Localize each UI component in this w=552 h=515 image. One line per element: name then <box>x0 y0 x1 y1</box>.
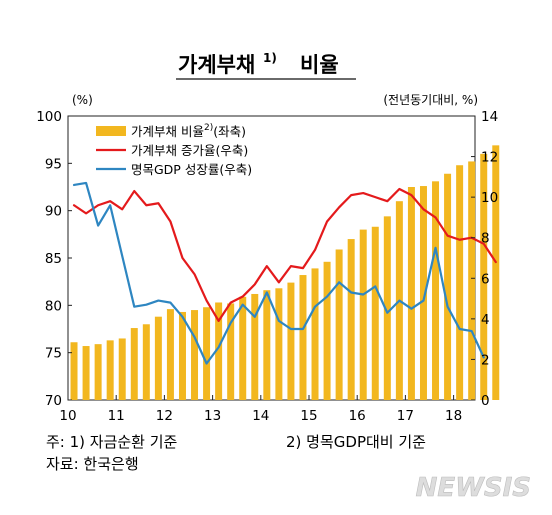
bar <box>215 302 223 400</box>
legend-label: 가계부채 증가율(우축) <box>131 143 248 158</box>
bar <box>419 186 427 400</box>
bar <box>287 282 295 400</box>
bar <box>299 275 307 400</box>
chart-title-main: 가계부채 <box>178 53 255 77</box>
bar <box>480 153 488 400</box>
bar <box>118 338 126 400</box>
bar <box>275 288 283 400</box>
x-axis-tick-label: 12 <box>156 408 173 424</box>
footnote-gdp-basis: 2) 명목GDP대비 기준 <box>286 433 426 451</box>
bar <box>94 344 102 400</box>
bar <box>251 293 259 400</box>
bar <box>203 307 211 400</box>
bar <box>444 173 452 400</box>
x-axis-tick-label: 11 <box>108 408 125 424</box>
x-axis-tick-label: 14 <box>252 408 269 424</box>
bar <box>492 145 500 400</box>
bar <box>130 328 138 400</box>
x-axis-tick-label: 16 <box>349 408 366 424</box>
right-axis-tick-label: 8 <box>481 231 490 247</box>
x-axis-tick-label: 13 <box>204 408 221 424</box>
bar <box>227 303 235 400</box>
left-axis-tick-label: 70 <box>45 393 62 409</box>
bar <box>263 290 271 400</box>
right-axis-tick-label: 12 <box>481 150 498 166</box>
legend-label: 명목GDP 성장률(우축) <box>131 162 252 177</box>
legend-axis-note: (우축) <box>215 143 248 158</box>
bar <box>407 187 415 400</box>
series-line <box>72 187 497 322</box>
left-axis-tick-label: 90 <box>45 204 62 220</box>
legend-axis-note: (좌축) <box>213 124 246 139</box>
legend: 가계부채 비율2)(좌축)가계부채 증가율(우축)명목GDP 성장률(우축) <box>96 123 252 177</box>
bar <box>335 249 343 400</box>
legend-series-name: 가계부채 증가율 <box>131 143 215 158</box>
x-axis-tick-label: 17 <box>397 408 414 424</box>
bar <box>371 226 379 400</box>
legend-superscript: 2) <box>204 123 213 133</box>
chart-title: 가계부채 1) 비율 <box>176 51 356 80</box>
right-axis-unit: (전년동기대비, %) <box>383 93 478 107</box>
footnote-source-basis: 주: 1) 자금순환 기준 <box>46 433 178 451</box>
legend-axis-note: (우축) <box>219 162 252 177</box>
bar <box>432 181 440 400</box>
footnote-data-source: 자료: 한국은행 <box>46 455 139 473</box>
bar <box>178 311 186 400</box>
left-axis-tick-label: 100 <box>36 109 62 125</box>
axes-layer: 70 75 80 85 90 95 100 0 2 4 6 8 10 12 14 10 11 12 13 14 15 16… <box>36 109 498 424</box>
legend-series-name: 가계부채 비율 <box>131 124 204 139</box>
chart-title-superscript: 1) <box>263 51 277 65</box>
chart-title-suffix: 비율 <box>300 53 339 77</box>
series-line <box>72 181 485 365</box>
bar <box>106 340 114 400</box>
bar <box>191 310 199 400</box>
bar <box>142 324 150 400</box>
right-axis-tick-label: 10 <box>481 190 498 206</box>
legend-swatch-bar <box>96 126 126 136</box>
bar-series-layer <box>70 145 500 400</box>
bar <box>154 316 162 400</box>
left-axis-tick-label: 80 <box>45 298 62 314</box>
line-series-layer <box>72 181 497 365</box>
legend-label: 가계부채 비율2)(좌축) <box>131 123 246 139</box>
bar <box>383 216 391 400</box>
bar <box>70 342 78 400</box>
left-axis-unit: (%) <box>72 93 93 107</box>
left-axis-tick-label: 95 <box>45 156 62 172</box>
x-axis-tick-label: 18 <box>445 408 462 424</box>
bar <box>456 165 464 400</box>
x-axis-tick-label: 10 <box>59 408 76 424</box>
x-axis-tick-label: 15 <box>300 408 317 424</box>
left-axis-tick-label: 75 <box>45 346 62 362</box>
bar <box>347 239 355 400</box>
right-axis-tick-label: 0 <box>481 393 490 409</box>
bar <box>311 268 319 400</box>
bar <box>166 309 174 400</box>
bar <box>359 229 367 400</box>
left-axis-tick-label: 85 <box>45 251 62 267</box>
bar <box>323 261 331 400</box>
bar <box>82 346 90 400</box>
newsis-watermark: NEWSIS <box>416 473 531 503</box>
bar <box>468 161 476 400</box>
right-axis-tick-label: 4 <box>481 312 490 328</box>
right-axis-tick-label: 14 <box>481 109 498 125</box>
bar <box>239 296 247 400</box>
right-axis-tick-label: 2 <box>481 352 490 368</box>
legend-series-name: 명목GDP 성장률 <box>131 162 219 177</box>
right-axis-tick-label: 6 <box>481 271 490 287</box>
